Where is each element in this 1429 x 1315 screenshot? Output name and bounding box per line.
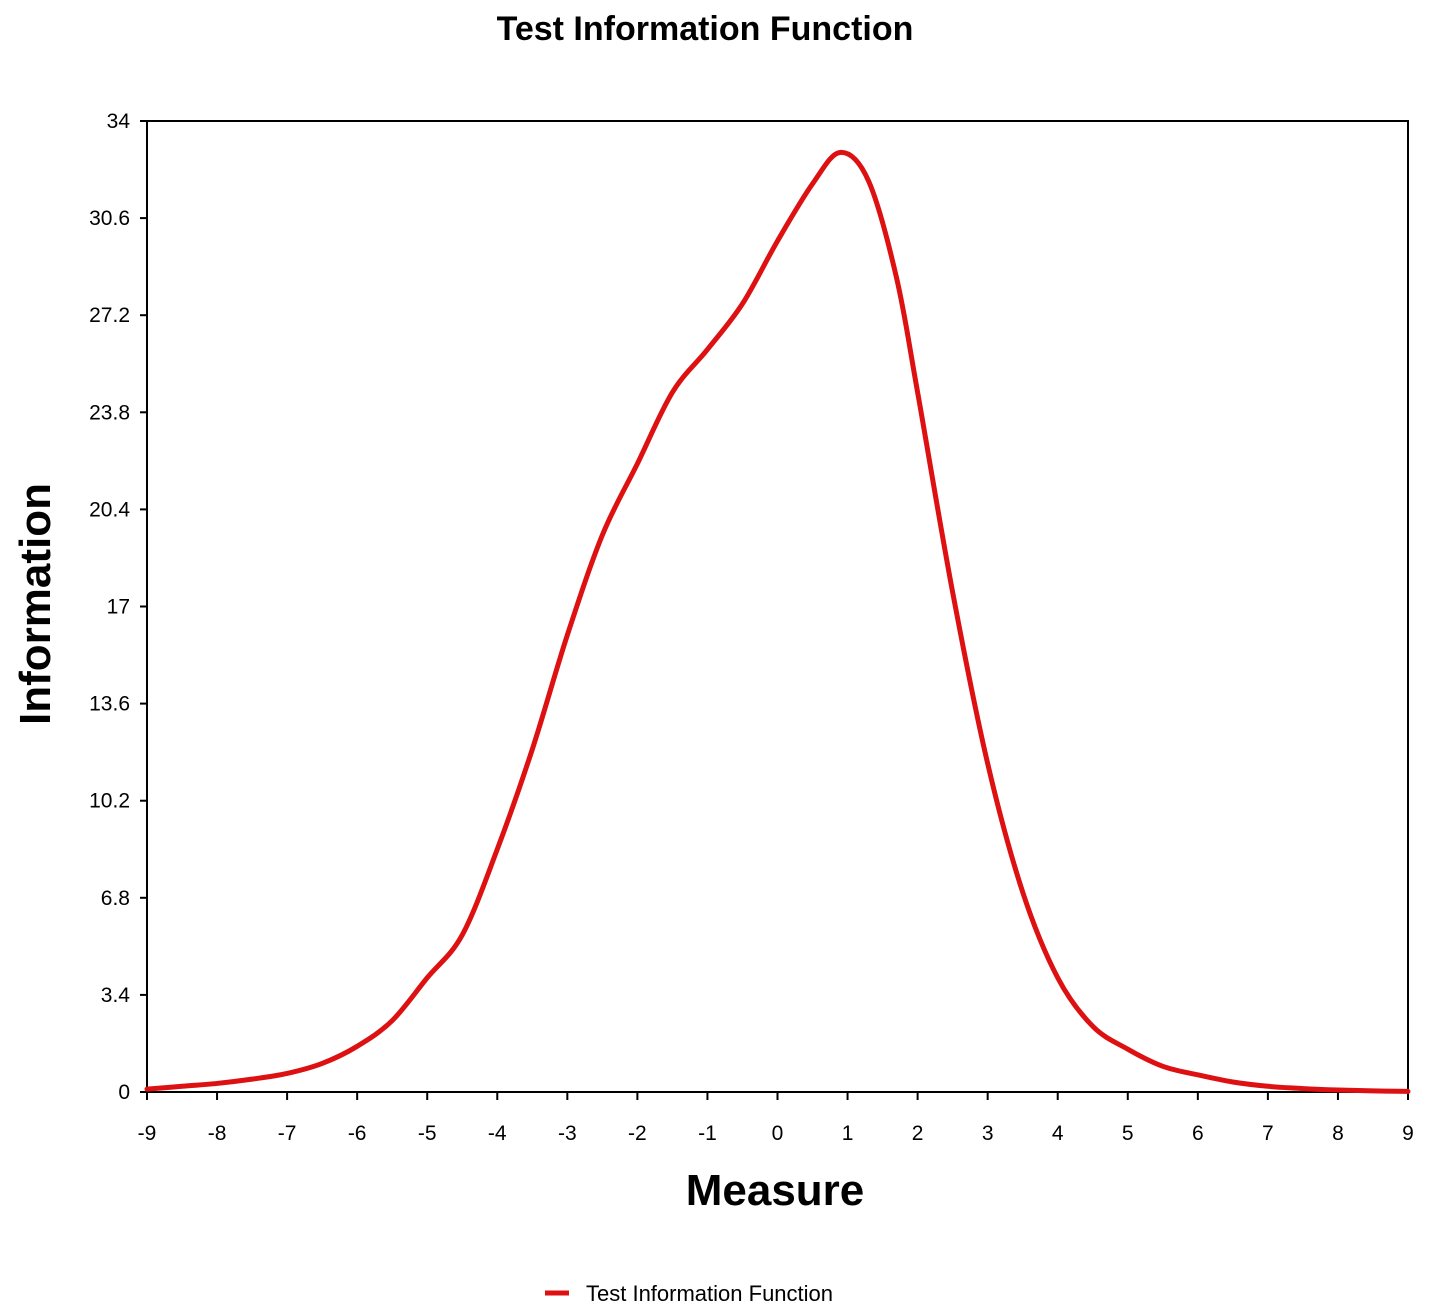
chart-title: Test Information Function	[497, 10, 914, 48]
y-tick-label: 17	[107, 596, 130, 619]
y-axis-title: Information	[11, 483, 60, 725]
y-tick-label: 13.6	[89, 693, 130, 716]
y-axis: 0 3.4 6.8 10.2 13.6 17 20.4 23.8 27.2 30.6 34	[89, 110, 147, 1104]
x-tick-label: -2	[628, 1122, 647, 1145]
x-tick-label: 0	[772, 1122, 784, 1145]
y-tick-label: 0	[118, 1081, 130, 1104]
x-tick-label: 3	[982, 1122, 994, 1145]
x-tick-label: -5	[418, 1122, 437, 1145]
series-line-test-information-function	[144, 149, 1411, 1094]
x-tick-label: 9	[1402, 1122, 1414, 1145]
x-tick-label: 7	[1262, 1122, 1274, 1145]
x-tick-label: 1	[842, 1122, 854, 1145]
y-tick-label: 6.8	[101, 887, 130, 910]
x-tick-label: -6	[348, 1122, 367, 1145]
x-tick-label: -3	[558, 1122, 577, 1145]
x-tick-label: -7	[278, 1122, 297, 1145]
x-tick-label: 2	[912, 1122, 924, 1145]
x-tick-label: 5	[1122, 1122, 1134, 1145]
x-tick-label: -1	[698, 1122, 717, 1145]
x-tick-label: 4	[1052, 1122, 1064, 1145]
y-tick-label: 3.4	[101, 984, 131, 1007]
y-tick-label: 10.2	[89, 790, 130, 813]
x-axis: -9 -8 -7 -6 -5 -4 -3 -2 -1 0 1 2 3 4 5 6 7 8 9	[138, 1092, 1414, 1145]
y-tick-label: 34	[107, 110, 131, 133]
legend: Test Information Function	[545, 1281, 833, 1306]
y-tick-label: 27.2	[89, 304, 130, 327]
y-tick-label: 23.8	[89, 401, 130, 424]
plot-area-frame	[146, 120, 1409, 1093]
x-tick-label: -4	[488, 1122, 507, 1145]
x-tick-label: 6	[1192, 1122, 1204, 1145]
legend-label: Test Information Function	[586, 1281, 833, 1306]
x-tick-label: 8	[1332, 1122, 1344, 1145]
y-tick-label: 20.4	[89, 498, 130, 521]
x-tick-label: -9	[138, 1122, 157, 1145]
y-tick-label: 30.6	[89, 207, 130, 230]
x-axis-title: Measure	[686, 1166, 865, 1215]
x-tick-label: -8	[208, 1122, 227, 1145]
